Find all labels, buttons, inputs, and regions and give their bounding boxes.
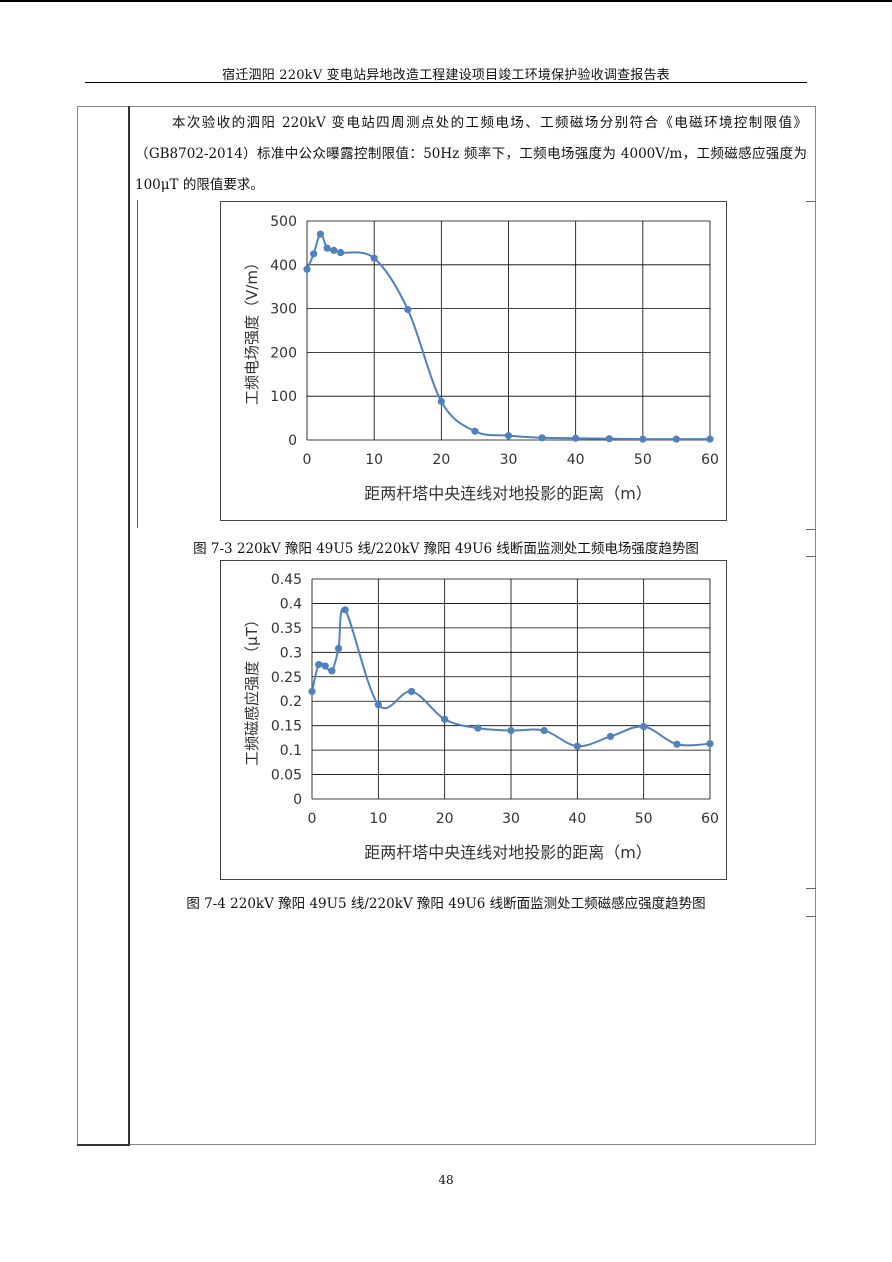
page-top-border <box>0 0 892 2</box>
magnetic-ytick-label: 0 <box>293 792 302 808</box>
electric-xtick-label: 60 <box>701 452 719 468</box>
electric-data-point <box>370 254 378 262</box>
cell-tick-mark <box>806 529 816 530</box>
electric-chart-ylabel: 工频电场强度（V/m） <box>243 255 261 405</box>
magnetic-data-point <box>573 742 581 750</box>
electric-data-point <box>538 434 546 442</box>
body-paragraph: 本次验收的泗阳 220kV 变电站四周测点处的工频电场、工频磁场分别符合《电磁环… <box>135 115 807 193</box>
electric-data-point <box>706 435 714 443</box>
magnetic-chart-ylabel: 工频磁感应强度（μT） <box>243 612 261 766</box>
magnetic-data-point <box>308 687 316 696</box>
electric-ytick-label: 0 <box>288 433 297 449</box>
electric-data-point <box>672 435 681 443</box>
cell-tick-mark <box>806 556 816 557</box>
magnetic-data-point <box>407 687 416 696</box>
electric-xtick-label: 20 <box>432 452 450 468</box>
magnetic-data-point <box>706 740 714 748</box>
magnetic-data-point <box>341 606 349 614</box>
magnetic-chart-xlabel: 距两杆塔中央连线对地投影的距离（m） <box>364 843 652 862</box>
electric-xtick-label: 50 <box>634 452 652 468</box>
magnetic-data-point <box>474 724 482 732</box>
magnetic-xtick-label: 10 <box>369 811 387 827</box>
cell-tick-mark <box>806 916 816 917</box>
magnetic-xtick-label: 40 <box>568 811 586 827</box>
electric-data-point <box>504 432 513 440</box>
electric-data-point <box>639 435 647 443</box>
electric-ytick-label: 500 <box>270 214 297 230</box>
electric-chart-caption: 图 7-3 220kV 豫阳 49U5 线/220kV 豫阳 49U6 线断面监… <box>193 541 699 557</box>
magnetic-data-point <box>315 660 323 669</box>
magnetic-xtick-label: 0 <box>308 811 317 827</box>
electric-field-chart-svg: 工频电场强度（V/m） 距两杆塔中央连线对地投影的距离（m） 500400300… <box>243 214 719 503</box>
electric-ytick-label: 300 <box>270 302 297 318</box>
page-header-title: 宿迁泗阳 220kV 变电站异地改造工程建设项目竣工环境保护验收调查报告表 <box>222 68 670 83</box>
magnetic-data-point <box>374 701 382 709</box>
inner-cell-border <box>137 200 138 528</box>
magnetic-xtick-label: 60 <box>701 811 719 827</box>
magnetic-data-point <box>540 726 548 735</box>
magnetic-ytick-label: 0.1 <box>280 743 302 759</box>
table-frame <box>77 106 816 1145</box>
electric-data-point <box>303 265 311 273</box>
electric-data-point <box>471 427 479 435</box>
magnetic-chart-caption: 图 7-4 220kV 豫阳 49U5 线/220kV 豫阳 49U6 线断面监… <box>186 896 706 912</box>
electric-data-point <box>605 435 613 443</box>
table-left-column-divider <box>128 106 130 1146</box>
electric-data-point <box>572 434 580 442</box>
magnetic-data-point <box>640 723 648 731</box>
magnetic-induction-chart-svg: 工频磁感应强度（μT） 距两杆塔中央连线对地投影的距离（m） 0.45 0.4 0.… <box>243 572 719 862</box>
magnetic-data-point <box>321 662 329 670</box>
electric-xtick-label: 0 <box>303 452 312 468</box>
electric-data-point <box>336 248 345 257</box>
magnetic-data-point <box>507 726 515 735</box>
page-number: 48 <box>438 1173 454 1187</box>
magnetic-ytick-label: 0.25 <box>271 670 302 686</box>
magnetic-data-point <box>441 715 449 723</box>
magnetic-ytick-label: 0.2 <box>280 694 302 710</box>
cell-tick-mark <box>806 201 816 202</box>
magnetic-ytick-label: 0.3 <box>280 645 302 661</box>
electric-data-point <box>310 250 318 258</box>
electric-chart-xlabel: 距两杆塔中央连线对地投影的距离（m） <box>364 484 652 503</box>
header-rule <box>85 82 807 83</box>
magnetic-xtick-label: 20 <box>436 811 454 827</box>
electric-ytick-label: 200 <box>270 345 297 361</box>
magnetic-xtick-label: 30 <box>502 811 520 827</box>
electric-ytick-label: 100 <box>270 389 297 405</box>
electric-data-point <box>323 244 331 252</box>
magnetic-data-point <box>673 740 681 748</box>
table-left-bottom-rule <box>77 1144 130 1146</box>
electric-data-point <box>404 305 412 314</box>
magnetic-ytick-label: 0.45 <box>271 572 302 588</box>
electric-xtick-label: 40 <box>567 452 585 468</box>
magnetic-ytick-label: 0.15 <box>271 719 302 735</box>
electric-data-point <box>330 246 338 254</box>
magnetic-ytick-label: 0.05 <box>271 768 302 784</box>
electric-data-point <box>437 397 445 406</box>
magnetic-ytick-label: 0.4 <box>280 596 302 612</box>
magnetic-data-point <box>606 732 615 741</box>
electric-ytick-label: 400 <box>270 258 297 274</box>
electric-xtick-label: 10 <box>365 452 383 468</box>
electric-xtick-label: 30 <box>500 452 518 468</box>
electric-data-point <box>316 230 325 238</box>
electric-field-chart: 工频电场强度（V/m） 距两杆塔中央连线对地投影的距离（m） 500 400 300… <box>220 201 727 521</box>
magnetic-ytick-label: 0.35 <box>271 621 302 637</box>
cell-tick-mark <box>806 888 816 889</box>
magnetic-data-point <box>328 667 336 675</box>
magnetic-data-point <box>334 644 343 653</box>
magnetic-xtick-label: 50 <box>635 811 653 827</box>
magnetic-induction-chart: 工频磁感应强度（μT） 距两杆塔中央连线对地投影的距离（m） 0.45 0.4 0.… <box>220 560 727 880</box>
